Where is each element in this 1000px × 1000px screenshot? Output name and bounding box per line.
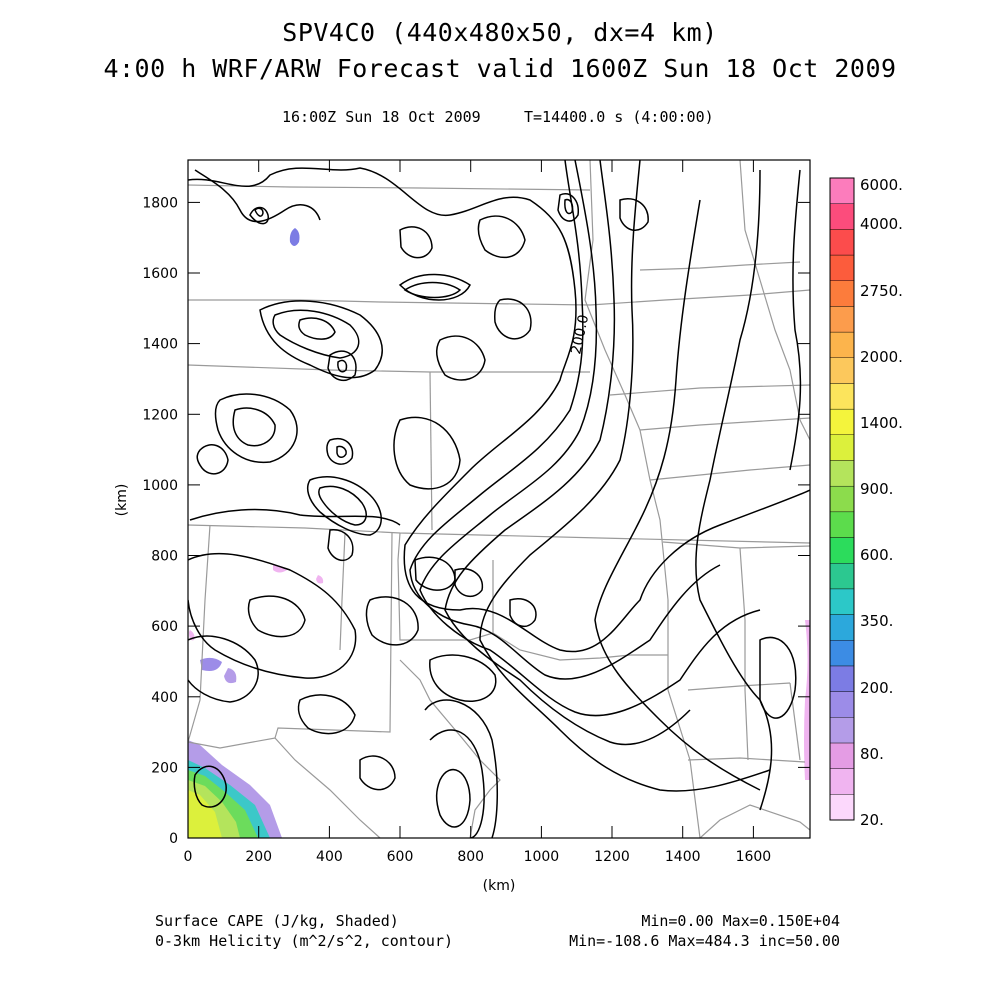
x-tick-label: 200	[245, 849, 272, 865]
cape-shading	[188, 228, 810, 838]
y-tick-label: 1000	[142, 478, 178, 494]
colorbar-swatch	[829, 306, 855, 333]
helicity-stats: Min=-108.6 Max=484.3 inc=50.00	[569, 932, 840, 950]
colorbar-swatch	[829, 280, 855, 307]
x-tick-label: 600	[387, 849, 414, 865]
colorbar-swatch	[829, 794, 855, 821]
colorbar-label: 350.	[860, 612, 893, 630]
plot-title-line1: SPV4C0 (440x480x50, dx=4 km)	[282, 18, 718, 47]
x-axis-label: (km)	[483, 878, 516, 894]
colorbar-swatch	[829, 563, 855, 590]
y-tick-label: 1600	[142, 266, 178, 282]
y-tick-label: 400	[151, 690, 178, 706]
colorbar-swatch	[829, 717, 855, 744]
colorbar-label: 1400.	[860, 414, 903, 432]
colorbar-swatch	[829, 357, 855, 384]
y-axis-label: (km)	[114, 484, 130, 517]
colorbar-swatch	[829, 331, 855, 358]
x-tick-label: 800	[457, 849, 484, 865]
colorbar-swatch	[829, 254, 855, 281]
state-boundaries	[188, 160, 810, 838]
colorbar-label: 20.	[860, 811, 884, 829]
colorbar-swatch	[829, 229, 855, 256]
colorbar-swatch	[829, 640, 855, 667]
colorbar-swatch	[829, 537, 855, 564]
colorbar-swatch	[829, 742, 855, 769]
colorbar-swatch	[829, 203, 855, 230]
colorbar-label: 4000.	[860, 215, 903, 233]
colorbar-swatch	[829, 691, 855, 718]
colorbar-swatch	[829, 460, 855, 487]
helicity-description: 0-3km Helicity (m^2/s^2, contour)	[155, 932, 454, 950]
colorbar-label: 6000.	[860, 176, 903, 194]
colorbar-swatch	[829, 177, 855, 204]
colorbar-swatch	[829, 383, 855, 410]
colorbar-swatch	[829, 408, 855, 435]
x-tick-label: 400	[316, 849, 343, 865]
x-tick-label: 0	[184, 849, 193, 865]
colorbar-swatch	[829, 511, 855, 538]
y-ticks	[188, 201, 810, 839]
colorbar-label: 900.	[860, 480, 893, 498]
cape-stats: Min=0.00 Max=0.150E+04	[641, 912, 840, 930]
cape-description: Surface CAPE (J/kg, Shaded)	[155, 912, 399, 930]
x-tick-label: 1400	[665, 849, 701, 865]
x-ticks	[187, 160, 754, 838]
colorbar-swatch	[829, 665, 855, 692]
model-time-label: T=14400.0 s (4:00:00)	[524, 108, 714, 126]
y-tick-label: 800	[151, 549, 178, 565]
colorbar-swatch	[829, 588, 855, 615]
y-tick-label: 1200	[142, 407, 178, 423]
x-tick-label: 1600	[736, 849, 772, 865]
colorbar	[829, 177, 855, 821]
valid-time-label: 16:00Z Sun 18 Oct 2009	[282, 108, 481, 126]
colorbar-label: 200.	[860, 679, 893, 697]
y-tick-label: 200	[151, 760, 178, 776]
x-tick-label: 1000	[524, 849, 560, 865]
x-tick-label: 1200	[594, 849, 630, 865]
y-tick-label: 1400	[142, 337, 178, 353]
colorbar-swatch	[829, 768, 855, 795]
helicity-contours	[188, 160, 810, 838]
y-tick-label: 0	[169, 831, 178, 847]
colorbar-label: 2000.	[860, 348, 903, 366]
colorbar-label: 600.	[860, 546, 893, 564]
plot-frame	[187, 159, 811, 839]
y-tick-label: 1800	[142, 195, 178, 211]
colorbar-swatch	[829, 485, 855, 513]
contour-label: 200.0	[568, 313, 592, 356]
colorbar-frame	[829, 177, 855, 821]
colorbar-swatch	[829, 614, 855, 641]
colorbar-label: 80.	[860, 745, 884, 763]
y-tick-label: 600	[151, 619, 178, 635]
colorbar-swatch	[829, 434, 855, 461]
colorbar-label: 2750.	[860, 282, 903, 300]
plot-title-line2: 4:00 h WRF/ARW Forecast valid 1600Z Sun …	[103, 54, 897, 83]
